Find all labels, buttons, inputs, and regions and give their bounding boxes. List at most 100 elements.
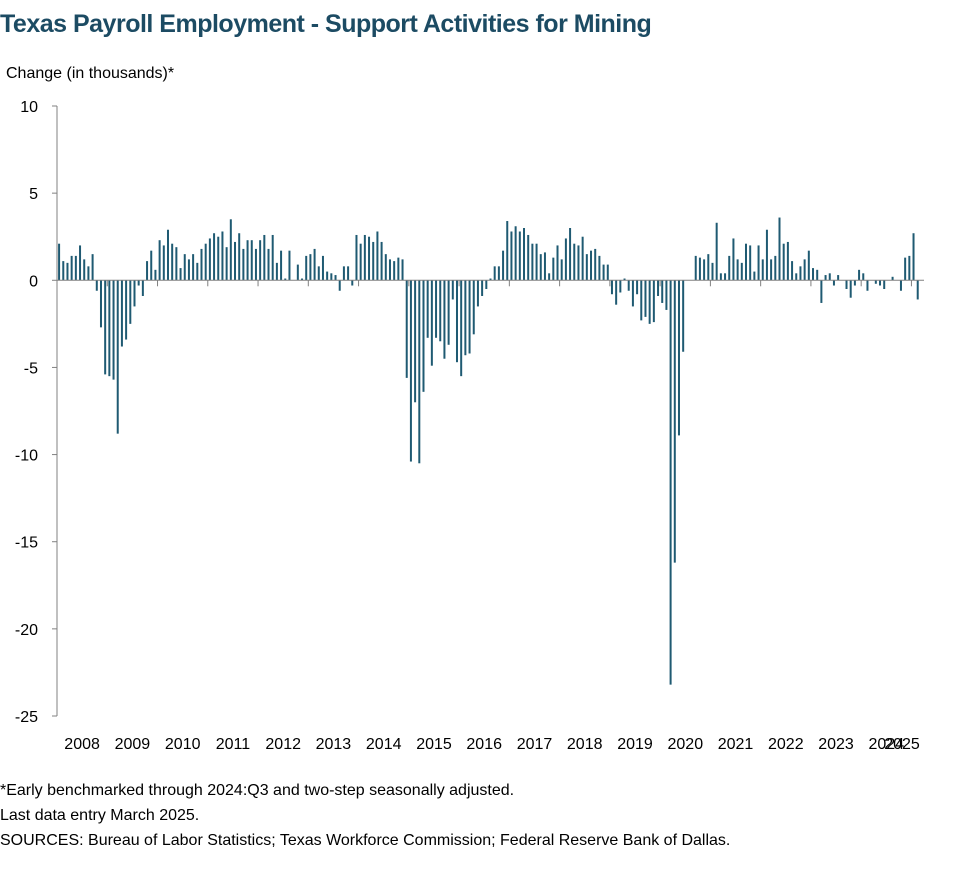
bar [858, 269, 861, 281]
bar [455, 280, 458, 363]
bar [753, 271, 756, 281]
y-tick-label: -15 [15, 535, 38, 552]
bar [476, 280, 479, 307]
bar [740, 262, 743, 281]
bar [657, 280, 660, 296]
bar [321, 255, 324, 281]
x-tick-label: 2012 [265, 736, 301, 753]
bar [527, 234, 530, 281]
bar [384, 254, 387, 281]
bar [120, 280, 123, 347]
bar [548, 273, 551, 281]
bar [523, 228, 526, 281]
y-tick-label: 5 [29, 186, 38, 203]
bar [602, 264, 605, 281]
bar [879, 280, 882, 286]
bar [853, 280, 856, 286]
y-axis-label: Change (in thousands)* [6, 65, 175, 82]
bar [342, 266, 345, 281]
bar [468, 280, 471, 354]
x-tick-label: 2023 [818, 736, 854, 753]
bar [58, 243, 61, 281]
bar [280, 250, 283, 281]
bar [464, 280, 467, 356]
bar [615, 280, 618, 305]
bar [108, 280, 111, 377]
bar [845, 280, 848, 289]
y-tick-label: -20 [15, 622, 38, 639]
bar [560, 259, 563, 281]
bar [795, 273, 798, 281]
chart-title: Texas Payroll Employment - Support Activ… [0, 10, 652, 38]
y-tick-label: 10 [20, 99, 38, 116]
bar [242, 248, 245, 281]
bar [610, 280, 613, 295]
bar [665, 280, 668, 310]
bar [296, 264, 299, 281]
bar [250, 240, 253, 281]
bar [380, 241, 383, 281]
bar [590, 250, 593, 281]
bar [837, 275, 840, 281]
bar [510, 231, 513, 281]
bar [397, 257, 400, 281]
bar [677, 280, 680, 436]
bar [74, 255, 77, 281]
bar [137, 280, 140, 286]
y-tick-label: -25 [15, 709, 38, 726]
x-tick-label: 2009 [115, 736, 151, 753]
bars-layer [58, 217, 919, 685]
bar [200, 248, 203, 281]
x-tick-label: 2019 [617, 736, 653, 753]
x-tick-label: 2025 [884, 736, 920, 753]
bar [669, 280, 672, 685]
bar [221, 231, 224, 281]
bar [171, 243, 174, 281]
bar [414, 280, 417, 403]
bar [828, 273, 831, 281]
bar [711, 262, 714, 281]
bar [724, 273, 727, 281]
bar [569, 228, 572, 281]
bar [368, 236, 371, 281]
bar [606, 264, 609, 281]
bar [472, 280, 475, 335]
bar [518, 231, 521, 281]
bar [246, 240, 249, 281]
bar [899, 280, 902, 291]
bar [874, 280, 877, 284]
bar [581, 236, 584, 281]
bar [284, 278, 287, 281]
bar [439, 280, 442, 342]
bar [481, 280, 484, 296]
bar [543, 252, 546, 281]
x-tick-label: 2018 [567, 736, 603, 753]
bar [594, 248, 597, 281]
bar [891, 276, 894, 281]
bar [489, 278, 492, 281]
bar [275, 262, 278, 281]
bar [208, 238, 211, 281]
bar [83, 259, 86, 281]
bar [162, 245, 165, 281]
bar [225, 247, 228, 281]
bar [192, 254, 195, 281]
bar [904, 257, 907, 281]
bar [564, 238, 567, 281]
bar [217, 236, 220, 281]
bar [422, 280, 425, 392]
x-tick-label: 2017 [517, 736, 553, 753]
bar [774, 255, 777, 281]
bar [79, 245, 82, 281]
bar [757, 245, 760, 281]
bar [158, 240, 161, 281]
bar [694, 255, 697, 281]
bar [736, 259, 739, 281]
bar [393, 261, 396, 281]
bar [179, 268, 182, 281]
bar [866, 280, 869, 291]
bar [539, 254, 542, 281]
bar [451, 280, 454, 300]
bar [715, 222, 718, 281]
bar [401, 259, 404, 281]
